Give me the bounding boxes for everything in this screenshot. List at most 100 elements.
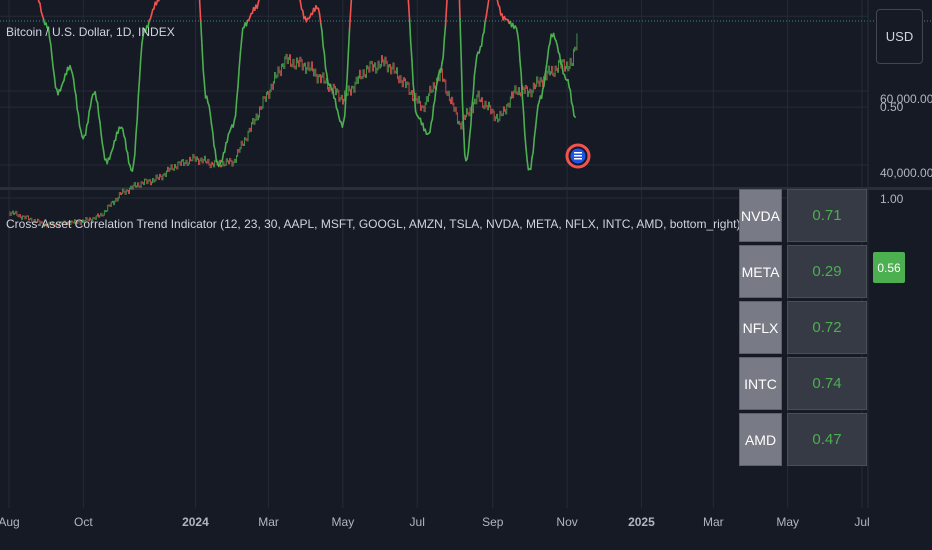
correlation-segment (226, 133, 230, 143)
correlation-segment (348, 8, 352, 30)
time-tick-label: Jul (854, 515, 869, 529)
correlation-segment (461, 99, 465, 130)
correlation-segment (256, 1, 260, 10)
correlation-segment (540, 88, 544, 100)
correlation-segment (96, 101, 100, 117)
correlation-segment (347, 27, 351, 53)
correlation-segment (150, 8, 154, 16)
correlation-table: NVDA 0.71 META 0.29 NFLX 0.72 INTC 0.74 … (739, 189, 867, 469)
correlation-segment (114, 131, 118, 142)
correlation-segment (72, 78, 76, 91)
correlation-segment (439, 62, 443, 74)
correlation-segment (412, 83, 416, 97)
correlation-segment (199, 21, 203, 46)
correlation-segment (552, 32, 556, 40)
correlation-segment (321, 30, 324, 48)
correlation-segment (325, 73, 329, 84)
correlation-segment (409, 42, 413, 62)
correlation-segment (429, 122, 432, 133)
correlation-segment (100, 133, 104, 145)
correlation-segment (126, 151, 130, 164)
correlation-segment (97, 114, 101, 124)
correlation-segment (496, 0, 500, 6)
correlation-segment (480, 34, 484, 47)
correlation-segment (336, 109, 340, 118)
correlation-segment (322, 45, 326, 55)
correlation-line (37, 0, 576, 172)
table-row: INTC 0.74 (739, 357, 867, 410)
correlation-segment (342, 115, 346, 123)
us-flag-event-icon[interactable] (565, 143, 591, 169)
table-symbol: NVDA (739, 189, 782, 242)
correlation-segment (526, 159, 530, 171)
correlation-segment (349, 0, 353, 10)
correlation-segment (469, 105, 473, 127)
correlation-segment (523, 132, 527, 149)
correlation-segment (334, 97, 338, 109)
price-tick-label: 60,000.00 (880, 92, 932, 106)
correlation-segment (519, 59, 522, 75)
correlation-segment (238, 52, 242, 69)
correlation-segment (546, 46, 550, 59)
table-row: NFLX 0.72 (739, 301, 867, 354)
correlation-segment (234, 97, 238, 117)
correlation-segment (525, 146, 528, 162)
correlation-segment (443, 23, 447, 40)
time-tick-label: Jul (410, 515, 425, 529)
correlation-segment (486, 0, 490, 9)
currency-button[interactable]: USD (876, 9, 923, 64)
price-axis: 60,000.00 40,000.00 (880, 92, 932, 180)
correlation-segment (77, 113, 81, 127)
correlation-segment (299, 0, 302, 3)
correlation-segment (90, 93, 94, 101)
table-symbol: META (739, 245, 782, 298)
table-symbol: AMD (739, 413, 782, 466)
correlation-segment (468, 125, 472, 139)
correlation-segment (531, 151, 534, 159)
correlation-segment (441, 56, 444, 65)
correlation-segment (214, 149, 218, 163)
correlation-segment (136, 94, 140, 121)
correlation-segment (73, 89, 77, 97)
correlation-segment (318, 13, 322, 25)
correlation-segment (235, 85, 239, 100)
time-tick-label: Sep (482, 515, 504, 529)
grid-lines (0, 0, 932, 508)
correlation-segment (543, 73, 546, 87)
correlation-segment (556, 44, 560, 53)
correlation-segment (208, 105, 212, 116)
correlation-segment (343, 94, 347, 117)
correlation-segment (419, 117, 423, 126)
series-title: Bitcoin / U.S. Dollar, 1D, INDEX (6, 25, 175, 39)
correlation-segment (432, 99, 436, 107)
correlation-segment (460, 55, 464, 101)
correlation-segment (474, 55, 478, 68)
correlation-segment (211, 131, 215, 147)
table-value: 0.29 (787, 245, 867, 298)
correlation-segment (75, 94, 78, 110)
correlation-segment (544, 65, 548, 76)
correlation-segment (48, 37, 52, 46)
correlation-segment (442, 38, 446, 59)
correlation-segment (331, 88, 335, 99)
correlation-segment (213, 144, 216, 152)
correlation-segment (319, 22, 323, 33)
correlation-segment (102, 149, 106, 161)
correlation-segment (221, 151, 225, 161)
correlation-segment (467, 136, 471, 152)
table-symbol: NFLX (739, 301, 782, 354)
correlation-segment (205, 95, 209, 104)
correlation-segment (498, 6, 502, 16)
correlation-segment (232, 119, 236, 128)
correlation-segment (445, 0, 448, 5)
table-row: NVDA 0.71 (739, 189, 867, 242)
correlation-segment (435, 81, 438, 90)
correlation-segment (341, 120, 345, 128)
table-value: 0.74 (787, 357, 867, 410)
indicator-tick-label: 1.00 (880, 192, 904, 206)
correlation-segment (444, 2, 448, 26)
correlation-segment (133, 133, 137, 156)
correlation-segment (131, 162, 135, 172)
correlation-segment (473, 65, 477, 77)
correlation-segment (137, 77, 141, 97)
